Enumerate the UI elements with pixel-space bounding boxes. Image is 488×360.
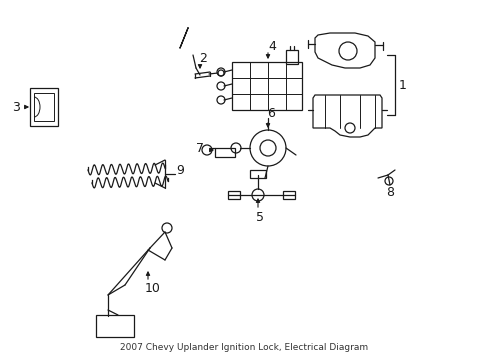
Bar <box>249 170 265 178</box>
Text: 7: 7 <box>196 141 203 154</box>
Text: 1: 1 <box>398 78 406 91</box>
Text: 6: 6 <box>266 107 274 120</box>
Text: 5: 5 <box>256 211 264 224</box>
Text: 3: 3 <box>12 100 20 113</box>
Text: 4: 4 <box>267 40 275 53</box>
Text: 2: 2 <box>199 51 206 64</box>
Bar <box>285 50 297 64</box>
Bar <box>231 62 302 110</box>
Text: 2007 Chevy Uplander Ignition Lock, Electrical Diagram: 2007 Chevy Uplander Ignition Lock, Elect… <box>120 343 367 352</box>
Text: 8: 8 <box>385 185 393 198</box>
Bar <box>30 88 58 126</box>
Bar <box>215 148 235 157</box>
Bar <box>34 93 54 121</box>
Text: 10: 10 <box>145 282 161 294</box>
Bar <box>283 191 294 199</box>
Bar <box>227 191 240 199</box>
Text: 9: 9 <box>176 163 183 176</box>
Bar <box>96 315 134 337</box>
